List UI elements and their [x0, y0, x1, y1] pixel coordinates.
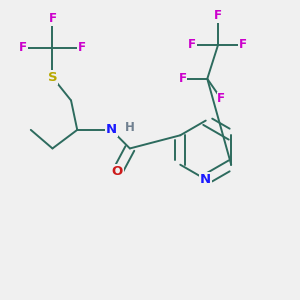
Text: O: O [112, 165, 123, 178]
Text: F: F [217, 92, 225, 105]
Text: F: F [188, 38, 196, 51]
Text: F: F [239, 38, 247, 51]
Text: F: F [214, 9, 222, 22]
Text: F: F [178, 72, 187, 85]
Text: N: N [106, 123, 117, 136]
Text: H: H [125, 121, 135, 134]
Text: F: F [19, 41, 27, 54]
Text: F: F [78, 41, 86, 54]
Text: S: S [48, 71, 57, 84]
Text: F: F [49, 12, 56, 25]
Text: N: N [200, 173, 211, 186]
